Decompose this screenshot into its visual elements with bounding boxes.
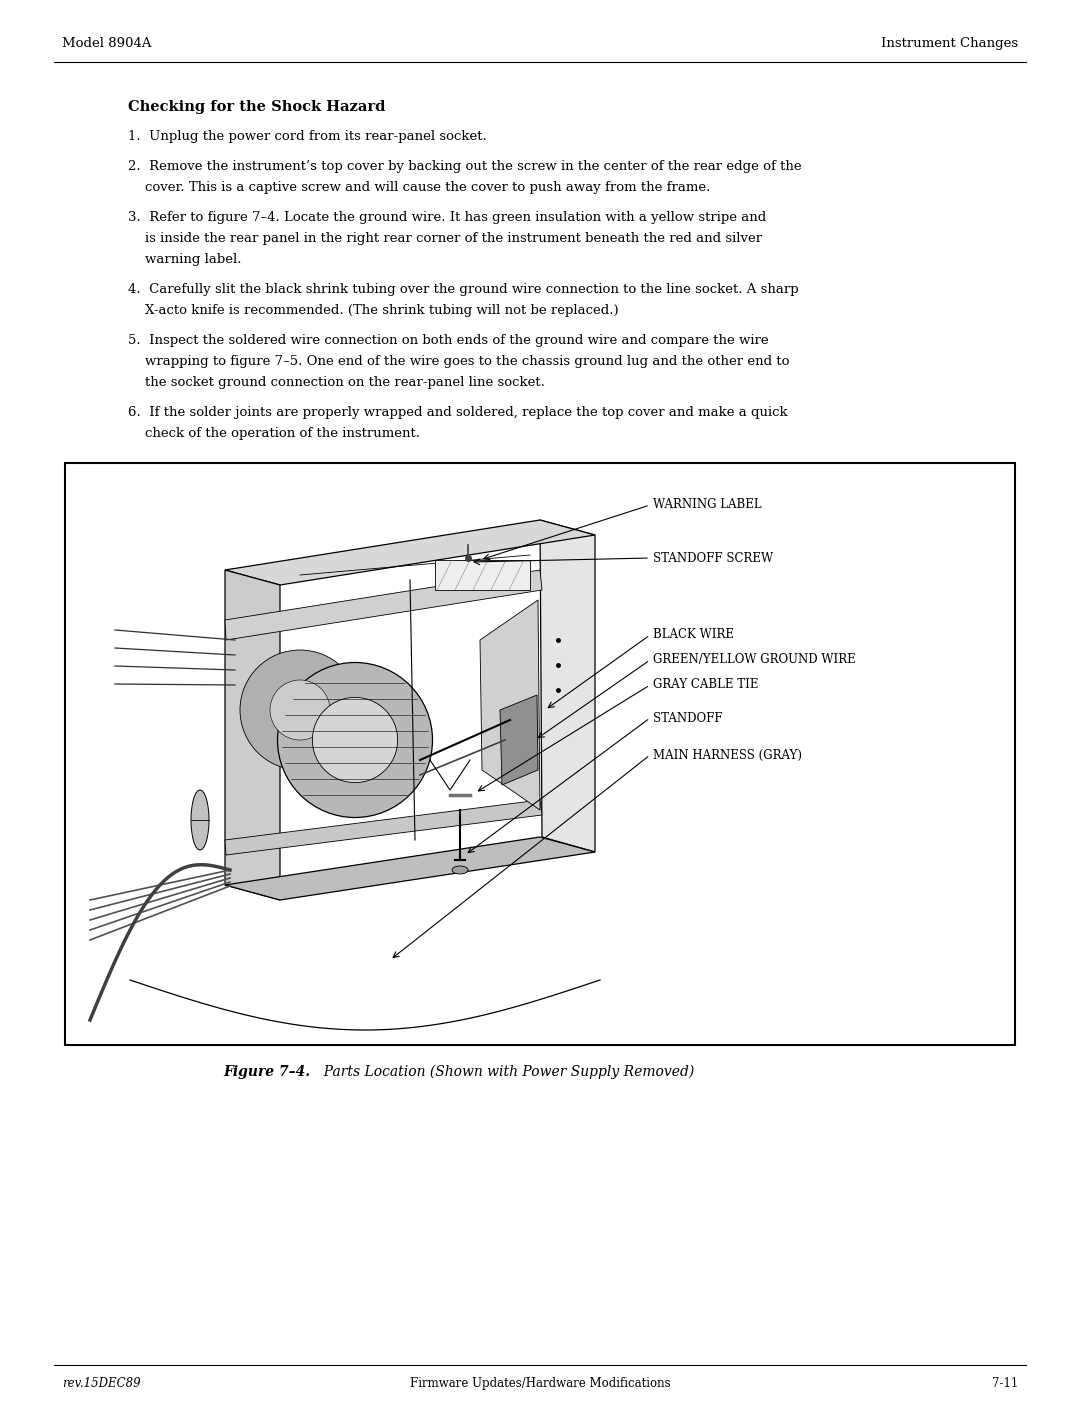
Text: Instrument Changes: Instrument Changes <box>881 36 1018 50</box>
Polygon shape <box>540 520 595 852</box>
Text: 2.  Remove the instrument’s top cover by backing out the screw in the center of : 2. Remove the instrument’s top cover by … <box>129 160 801 172</box>
Text: Parts Location (Shown with Power Supply Removed): Parts Location (Shown with Power Supply … <box>315 1065 694 1079</box>
Ellipse shape <box>453 866 468 874</box>
Ellipse shape <box>312 698 397 783</box>
Text: wrapping to figure 7–5. One end of the wire goes to the chassis ground lug and t: wrapping to figure 7–5. One end of the w… <box>129 354 789 368</box>
Bar <box>435 560 530 590</box>
Text: Figure 7–4.: Figure 7–4. <box>222 1065 310 1079</box>
Text: 6.  If the solder joints are properly wrapped and soldered, replace the top cove: 6. If the solder joints are properly wra… <box>129 406 787 419</box>
Text: rev.15DEC89: rev.15DEC89 <box>62 1377 140 1390</box>
Polygon shape <box>225 800 542 855</box>
Text: warning label.: warning label. <box>129 254 242 266</box>
Text: STANDOFF: STANDOFF <box>653 712 723 724</box>
Text: Firmware Updates/Hardware Modifications: Firmware Updates/Hardware Modifications <box>409 1377 671 1390</box>
Text: the socket ground connection on the rear-panel line socket.: the socket ground connection on the rear… <box>129 375 545 389</box>
Text: WARNING LABEL: WARNING LABEL <box>653 499 761 511</box>
Polygon shape <box>225 836 595 899</box>
Bar <box>65 462 1015 1045</box>
Text: 7-11: 7-11 <box>991 1377 1018 1390</box>
Ellipse shape <box>270 679 330 740</box>
Text: 5.  Inspect the soldered wire connection on both ends of the ground wire and com: 5. Inspect the soldered wire connection … <box>129 333 769 347</box>
Text: GRAY CABLE TIE: GRAY CABLE TIE <box>653 678 758 692</box>
Text: Checking for the Shock Hazard: Checking for the Shock Hazard <box>129 99 386 113</box>
Text: is inside the rear panel in the right rear corner of the instrument beneath the : is inside the rear panel in the right re… <box>129 233 762 245</box>
Text: X-acto knife is recommended. (The shrink tubing will not be replaced.): X-acto knife is recommended. (The shrink… <box>129 304 619 317</box>
Text: 3.  Refer to figure 7–4. Locate the ground wire. It has green insulation with a : 3. Refer to figure 7–4. Locate the groun… <box>129 212 766 224</box>
Polygon shape <box>225 570 542 640</box>
Text: GREEN/YELLOW GROUND WIRE: GREEN/YELLOW GROUND WIRE <box>653 653 855 667</box>
Ellipse shape <box>240 650 360 771</box>
Ellipse shape <box>278 663 432 818</box>
Text: Model 8904A: Model 8904A <box>62 36 151 50</box>
Ellipse shape <box>191 790 210 850</box>
Text: 1.  Unplug the power cord from its rear-panel socket.: 1. Unplug the power cord from its rear-p… <box>129 130 487 143</box>
Polygon shape <box>480 600 540 810</box>
Text: MAIN HARNESS (GRAY): MAIN HARNESS (GRAY) <box>653 748 802 762</box>
Text: BLACK WIRE: BLACK WIRE <box>653 629 734 642</box>
Text: cover. This is a captive screw and will cause the cover to push away from the fr: cover. This is a captive screw and will … <box>129 181 711 193</box>
Text: STANDOFF SCREW: STANDOFF SCREW <box>653 552 773 565</box>
Polygon shape <box>225 570 280 899</box>
Polygon shape <box>225 520 595 586</box>
Text: 4.  Carefully slit the black shrink tubing over the ground wire connection to th: 4. Carefully slit the black shrink tubin… <box>129 283 798 296</box>
Polygon shape <box>500 695 538 785</box>
Text: check of the operation of the instrument.: check of the operation of the instrument… <box>129 427 420 440</box>
